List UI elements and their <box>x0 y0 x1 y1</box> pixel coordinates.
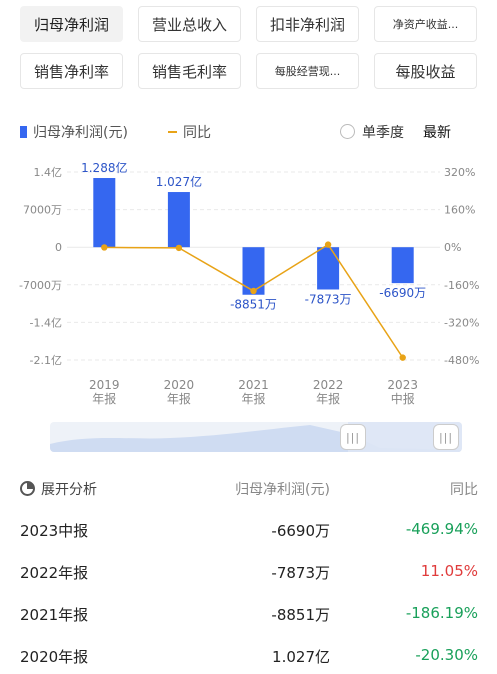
zoom-preview <box>50 422 462 452</box>
quarterly-toggle-label[interactable]: 单季度 <box>362 125 404 141</box>
row-period: 2020年报 <box>20 648 89 666</box>
bar-series <box>93 178 414 295</box>
row-period: 2022年报 <box>20 564 89 582</box>
bar <box>317 247 340 290</box>
row-value: -6690万 <box>271 522 330 540</box>
row-yoy: -20.30% <box>415 646 478 664</box>
left-axis-tick-label: 7000万 <box>23 204 62 217</box>
legend-line-label: 同比 <box>183 125 211 141</box>
zoom-track <box>50 422 462 452</box>
right-axis-tick-label: -480% <box>444 354 479 367</box>
bar <box>167 192 190 248</box>
tab-operating-cashflow-per-share[interactable]: 每股经营现... <box>256 53 359 89</box>
chart-legend: 归母净利润(元) 同比 单季度 最新 <box>20 121 480 143</box>
x-axis-tick-label: 2019 年报 <box>89 378 120 406</box>
left-axis-tick-label: -2.1亿 <box>30 354 62 367</box>
column-header-yoy: 同比 <box>450 482 478 498</box>
left-axis-tick-label: 0 <box>55 241 62 254</box>
zoom-handle-right[interactable]: ||| <box>433 424 459 450</box>
row-yoy: -186.19% <box>405 604 478 622</box>
expand-analysis-label[interactable]: 展开分析 <box>41 482 97 498</box>
bar-series-swatch <box>20 126 27 138</box>
yoy-point <box>399 354 406 361</box>
bar-data-label: -8851万 <box>230 298 277 312</box>
tab-roe[interactable]: 净资产收益... <box>374 6 477 42</box>
chart-zoom-slider[interactable]: ||| ||| <box>50 422 462 452</box>
x-axis-tick-label: 2022 年报 <box>313 378 344 406</box>
row-period: 2021年报 <box>20 606 89 624</box>
column-header-value: 归母净利润(元) <box>235 482 330 498</box>
yoy-point <box>250 287 257 295</box>
tab-total-revenue[interactable]: 营业总收入 <box>138 6 241 42</box>
bar-data-labels: 1.288亿 1.027亿 -8851万 -7873万 -6690万 <box>81 160 426 312</box>
tab-net-margin[interactable]: 销售净利率 <box>20 53 123 89</box>
row-value: -7873万 <box>271 564 330 582</box>
bar <box>93 178 116 248</box>
left-axis-ticks: 1.4亿 7000万 0 -7000万 -1.4亿 -2.1亿 <box>19 166 62 367</box>
bar-data-label: -6690万 <box>379 286 426 300</box>
table-row: 2020年报 1.027亿 -20.30% <box>20 644 478 668</box>
x-axis-tick-label: 2020 年报 <box>164 378 195 406</box>
left-axis-tick-label: -1.4亿 <box>30 316 62 329</box>
right-axis-tick-label: -160% <box>444 279 479 292</box>
row-value: 1.027亿 <box>272 648 330 666</box>
row-value: -8851万 <box>271 606 330 624</box>
right-axis-tick-label: 320% <box>444 166 475 179</box>
table-row: 2022年报 -7873万 11.05% <box>20 560 478 584</box>
right-axis-tick-label: 160% <box>444 204 475 217</box>
pie-chart-icon <box>20 481 35 496</box>
row-yoy: -469.94% <box>405 520 478 538</box>
row-yoy: 11.05% <box>420 562 478 580</box>
zoom-handle-left[interactable]: ||| <box>340 424 366 450</box>
table-header: 展开分析 归母净利润(元) 同比 <box>20 478 478 500</box>
line-series-swatch <box>168 131 177 133</box>
left-axis-tick-label: 1.4亿 <box>34 166 63 179</box>
latest-button[interactable]: 最新 <box>423 125 451 141</box>
bar <box>242 247 265 295</box>
tab-eps[interactable]: 每股收益 <box>374 53 477 89</box>
profit-chart: 1.4亿 7000万 0 -7000万 -1.4亿 -2.1亿 320% 160% 0% -16… <box>19 160 479 406</box>
tab-gross-margin[interactable]: 销售毛利率 <box>138 53 241 89</box>
x-axis-tick-label: 2023 中报 <box>387 378 418 406</box>
bar-data-label: 1.288亿 <box>81 160 127 175</box>
bar-data-label: -7873万 <box>305 292 352 306</box>
bar <box>391 247 414 284</box>
yoy-point <box>101 244 108 251</box>
right-axis-ticks: 320% 160% 0% -160% -320% -480% <box>444 166 479 367</box>
table-row: 2023中报 -6690万 -469.94% <box>20 518 478 542</box>
x-axis-ticks: 2019 年报 2020 年报 2021 年报 2022 年报 2023 中报 <box>89 378 418 406</box>
tab-net-profit-parent[interactable]: 归母净利润 <box>20 6 123 42</box>
x-axis-tick-label: 2021 年报 <box>238 378 269 406</box>
bar-data-label: 1.027亿 <box>156 174 202 189</box>
legend-bar-label: 归母净利润(元) <box>33 125 128 141</box>
right-axis-tick-label: 0% <box>444 241 461 254</box>
row-period: 2023中报 <box>20 522 89 540</box>
table-row: 2021年报 -8851万 -186.19% <box>20 602 478 626</box>
yoy-line-series <box>101 241 406 361</box>
quarterly-radio[interactable] <box>340 124 355 139</box>
yoy-point <box>175 244 183 252</box>
right-axis-tick-label: -320% <box>444 316 479 329</box>
tab-deducted-net-profit[interactable]: 扣非净利润 <box>256 6 359 42</box>
yoy-point <box>324 241 332 248</box>
left-axis-tick-label: -7000万 <box>19 279 62 292</box>
